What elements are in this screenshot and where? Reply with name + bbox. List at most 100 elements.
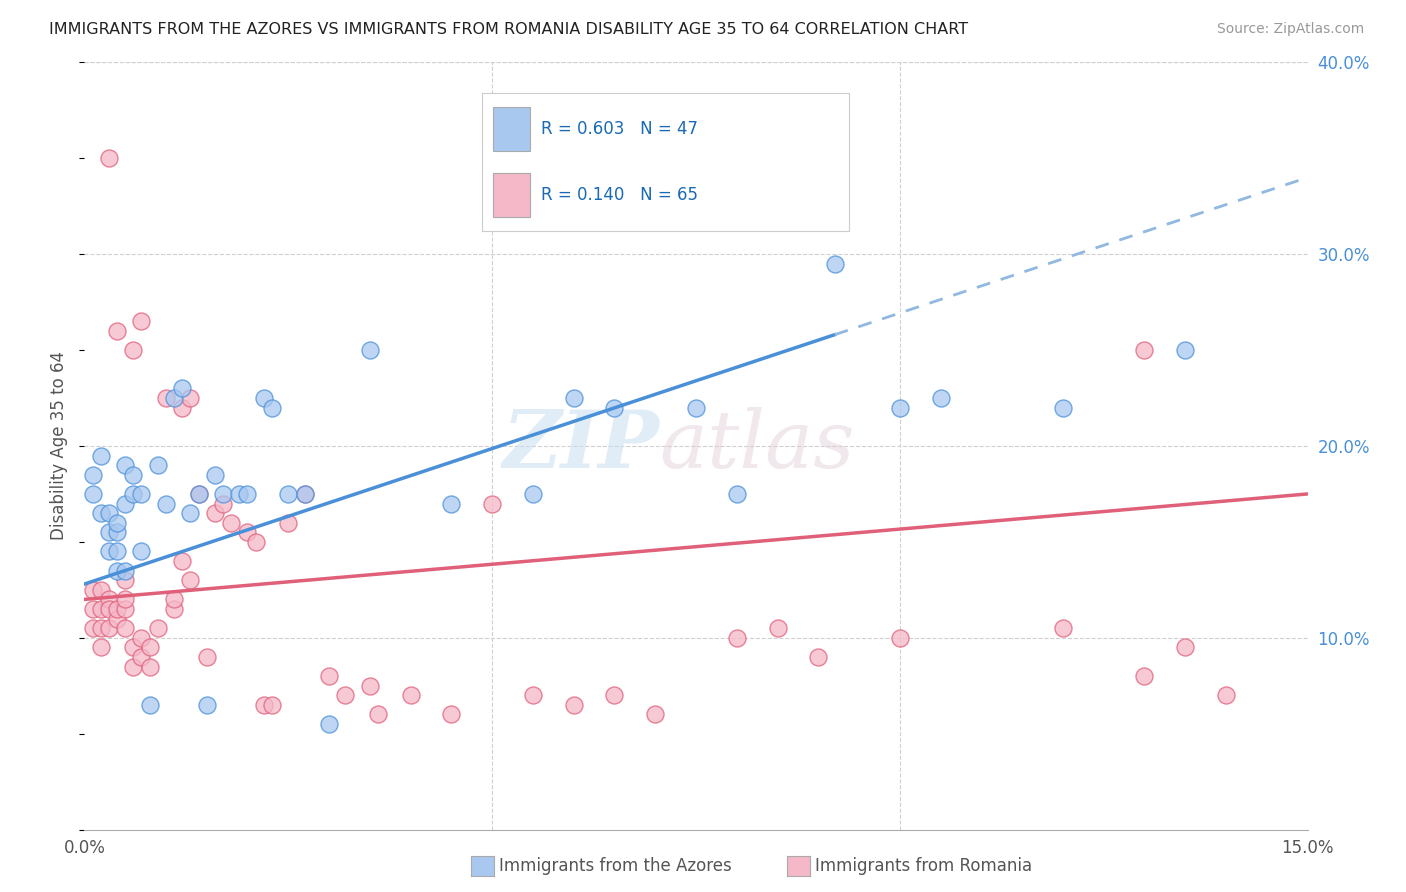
Point <box>90 582 112 597</box>
Point <box>219 516 242 530</box>
Point <box>114 496 136 510</box>
Point <box>603 689 626 703</box>
Point <box>367 707 389 722</box>
Point <box>1133 669 1156 683</box>
Point <box>138 659 160 673</box>
Point <box>97 621 120 635</box>
Point <box>105 324 128 338</box>
Point <box>97 152 120 166</box>
Point <box>105 544 128 558</box>
Point <box>172 401 194 415</box>
Point <box>90 506 112 520</box>
Point <box>929 391 952 405</box>
Point <box>440 707 463 722</box>
Point <box>114 564 136 578</box>
Point <box>1052 401 1074 415</box>
Point <box>138 698 160 712</box>
Point <box>179 391 201 405</box>
Text: Source: ZipAtlas.com: Source: ZipAtlas.com <box>1216 22 1364 37</box>
Point <box>97 602 120 616</box>
Text: atlas: atlas <box>659 408 855 484</box>
Point <box>155 391 177 405</box>
Point <box>97 544 120 558</box>
Point <box>359 679 381 693</box>
Point <box>90 640 112 655</box>
Point <box>105 612 128 626</box>
Point <box>766 621 789 635</box>
Point <box>105 525 128 540</box>
Point <box>172 382 194 396</box>
Point <box>889 631 911 645</box>
Point <box>522 487 544 501</box>
Text: Immigrants from Romania: Immigrants from Romania <box>815 857 1032 875</box>
Point <box>335 689 357 703</box>
Point <box>603 401 626 415</box>
Point <box>260 698 283 712</box>
Point <box>114 574 136 588</box>
Point <box>204 506 226 520</box>
Point <box>260 401 283 415</box>
Point <box>122 343 145 358</box>
Point <box>277 487 299 501</box>
Point <box>187 487 209 501</box>
Point <box>195 649 218 664</box>
Point <box>807 649 830 664</box>
Point <box>122 659 145 673</box>
Y-axis label: Disability Age 35 to 64: Disability Age 35 to 64 <box>51 351 69 541</box>
Point <box>294 487 316 501</box>
Text: IMMIGRANTS FROM THE AZORES VS IMMIGRANTS FROM ROMANIA DISABILITY AGE 35 TO 64 CO: IMMIGRANTS FROM THE AZORES VS IMMIGRANTS… <box>49 22 969 37</box>
Point <box>399 689 422 703</box>
Point <box>253 698 276 712</box>
Point <box>1174 640 1197 655</box>
Point <box>97 506 120 520</box>
Point <box>138 640 160 655</box>
Point <box>97 592 120 607</box>
Point <box>294 487 316 501</box>
Point <box>131 649 153 664</box>
Point <box>236 525 259 540</box>
Point <box>1174 343 1197 358</box>
Point <box>685 401 707 415</box>
Point <box>644 707 666 722</box>
Point <box>1215 689 1237 703</box>
Point <box>824 257 846 271</box>
Point <box>82 621 104 635</box>
Point <box>114 592 136 607</box>
Point <box>1052 621 1074 635</box>
Point <box>179 574 201 588</box>
Point <box>90 621 112 635</box>
Point <box>481 496 503 510</box>
Point <box>114 602 136 616</box>
Point <box>195 698 218 712</box>
Point <box>146 458 169 473</box>
Point <box>245 535 267 549</box>
Point <box>440 496 463 510</box>
Point <box>318 669 340 683</box>
Point <box>359 343 381 358</box>
Point <box>131 544 153 558</box>
Point <box>82 487 104 501</box>
Point <box>163 602 186 616</box>
Point <box>204 467 226 482</box>
Point <box>82 582 104 597</box>
Point <box>253 391 276 405</box>
Text: Immigrants from the Azores: Immigrants from the Azores <box>499 857 733 875</box>
Point <box>212 496 235 510</box>
Point <box>105 564 128 578</box>
Point <box>889 401 911 415</box>
Point <box>82 467 104 482</box>
Point <box>131 314 153 328</box>
Point <box>122 487 145 501</box>
Point <box>122 467 145 482</box>
Point <box>179 506 201 520</box>
Point <box>82 602 104 616</box>
Point <box>187 487 209 501</box>
Point <box>562 698 585 712</box>
Point <box>155 496 177 510</box>
Point <box>105 516 128 530</box>
Point <box>318 717 340 731</box>
Point <box>90 449 112 463</box>
Point <box>114 621 136 635</box>
Text: ZIP: ZIP <box>502 408 659 484</box>
Point <box>131 631 153 645</box>
